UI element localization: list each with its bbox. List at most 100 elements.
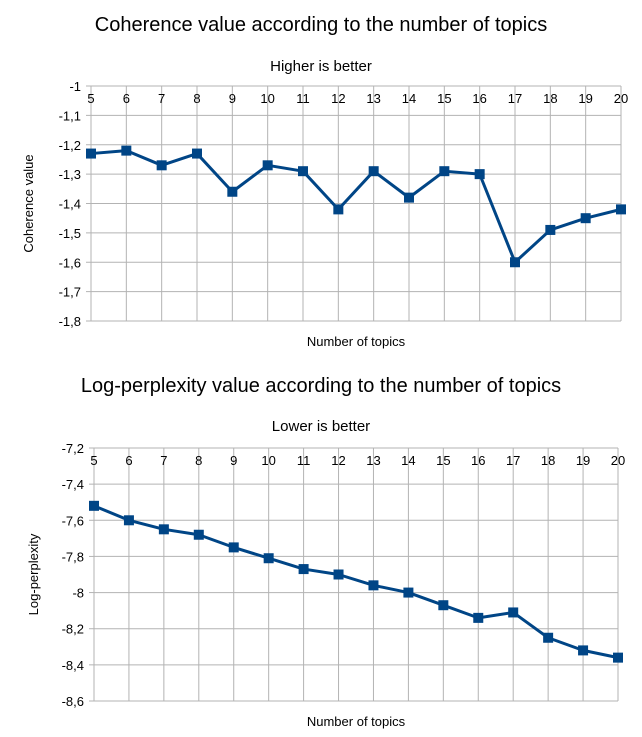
- y-tick-label: -8: [72, 586, 84, 601]
- x-tick-label: 20: [611, 453, 625, 468]
- data-point: [121, 145, 132, 156]
- x-tick-label: 5: [90, 453, 97, 468]
- data-point: [333, 569, 344, 580]
- y-tick-label: -8,6: [62, 694, 84, 709]
- y-tick-label: -1,4: [59, 197, 81, 212]
- y-tick-label: -8,2: [62, 622, 84, 637]
- x-tick-label: 12: [331, 91, 345, 106]
- data-point: [158, 524, 169, 535]
- y-axis: -7,2 -7,4 -7,6 -7,8 -8 -8,2 -8,4 -8,6: [62, 441, 94, 709]
- data-point: [508, 607, 519, 618]
- data-point: [86, 148, 96, 159]
- data-point: [228, 542, 239, 553]
- y-tick-label: -1,8: [59, 314, 81, 329]
- series-markers: [86, 145, 626, 268]
- x-tick-label: 6: [123, 91, 130, 106]
- x-tick-label: 17: [506, 453, 520, 468]
- x-tick-label: 13: [366, 453, 380, 468]
- series-markers: [89, 500, 623, 663]
- data-point: [474, 169, 485, 180]
- data-point: [368, 166, 379, 177]
- x-tick-label: 7: [158, 91, 165, 106]
- log-perplexity-chart: Log-perplexity value according to the nu…: [0, 370, 642, 737]
- data-point: [89, 500, 99, 511]
- x-tick-label: 6: [125, 453, 132, 468]
- coherence-plot: -1 -1,1 -1,2 -1,3 -1,4 -1,5 -1,6 -1,7 -1,8 5 6 7 8 9 1…: [21, 79, 628, 349]
- data-point: [580, 213, 591, 224]
- data-point: [193, 529, 204, 540]
- data-point: [616, 204, 626, 215]
- x-tick-label: 15: [437, 91, 451, 106]
- x-tick-label: 16: [472, 91, 486, 106]
- x-tick-label: 8: [195, 453, 202, 468]
- y-tick-label: -7,4: [62, 477, 84, 492]
- chart-title: Coherence value according to the number …: [94, 14, 548, 36]
- data-point: [298, 166, 308, 177]
- data-point: [438, 600, 449, 611]
- data-point: [298, 564, 309, 575]
- x-tick-label: 10: [261, 453, 275, 468]
- x-axis: 5 6 7 8 9 10 11 12 13 14 15 16 17 18 19 20: [90, 453, 625, 468]
- data-point: [404, 192, 414, 203]
- x-tick-label: 17: [508, 91, 522, 106]
- x-tick-label: 9: [230, 453, 237, 468]
- y-tick-label: -7,6: [62, 513, 84, 528]
- x-axis: 5 6 7 8 9 10 11 12 13 14 15 16 17 18 19 20: [87, 91, 628, 106]
- y-tick-label: -7,8: [62, 549, 84, 564]
- y-tick-label: -1,7: [59, 285, 81, 300]
- x-tick-label: 19: [576, 453, 590, 468]
- x-tick-label: 11: [297, 453, 311, 468]
- x-tick-label: 7: [160, 453, 167, 468]
- x-axis-title: Number of topics: [307, 714, 406, 729]
- series-line: [93, 504, 619, 660]
- data-point: [262, 160, 273, 171]
- data-point: [333, 204, 344, 215]
- x-tick-label: 19: [578, 91, 592, 106]
- y-tick-label: -7,2: [62, 441, 84, 456]
- series-line: [90, 149, 622, 264]
- x-tick-label: 13: [366, 91, 380, 106]
- x-tick-label: 5: [87, 91, 94, 106]
- data-point: [263, 553, 274, 564]
- data-point: [156, 160, 167, 171]
- coherence-chart: Coherence value according to the number …: [0, 0, 642, 360]
- y-tick-label: -1,1: [59, 108, 81, 123]
- gridlines: [90, 85, 622, 322]
- data-point: [227, 186, 238, 197]
- x-axis-title: Number of topics: [307, 334, 406, 349]
- data-point: [613, 652, 623, 663]
- data-point: [473, 612, 484, 623]
- gridlines: [93, 447, 619, 702]
- x-tick-label: 15: [436, 453, 450, 468]
- y-tick-label: -8,4: [62, 658, 84, 673]
- data-point: [368, 580, 379, 591]
- y-tick-label: -1,6: [59, 255, 81, 270]
- y-tick-label: -1,3: [59, 167, 81, 182]
- x-tick-label: 11: [296, 91, 310, 106]
- data-point: [439, 166, 450, 177]
- x-tick-label: 20: [614, 91, 628, 106]
- data-point: [192, 148, 202, 159]
- chart-title: Log-perplexity value according to the nu…: [80, 375, 562, 397]
- y-axis-title: Log-perplexity: [26, 533, 41, 615]
- y-tick-label: -1,5: [59, 226, 81, 241]
- log-perplexity-plot: -7,2 -7,4 -7,6 -7,8 -8 -8,2 -8,4 -8,6 5 6 7 8 9 10 11 1…: [26, 441, 625, 729]
- data-point: [123, 515, 134, 526]
- x-tick-label: 14: [402, 91, 416, 106]
- x-tick-label: 18: [543, 91, 557, 106]
- x-tick-label: 14: [401, 453, 415, 468]
- x-tick-label: 8: [193, 91, 200, 106]
- data-point: [578, 645, 589, 656]
- data-point: [545, 224, 556, 235]
- x-tick-label: 9: [229, 91, 236, 106]
- x-tick-label: 16: [471, 453, 485, 468]
- data-point: [403, 587, 414, 598]
- x-tick-label: 18: [541, 453, 555, 468]
- chart-subtitle: Lower is better: [271, 418, 371, 435]
- data-point: [543, 632, 554, 643]
- y-tick-label: -1: [69, 79, 81, 94]
- chart-subtitle: Higher is better: [270, 58, 372, 75]
- y-axis: -1 -1,1 -1,2 -1,3 -1,4 -1,5 -1,6 -1,7 -1,8: [59, 79, 91, 329]
- x-tick-label: 10: [260, 91, 274, 106]
- x-tick-label: 12: [331, 453, 345, 468]
